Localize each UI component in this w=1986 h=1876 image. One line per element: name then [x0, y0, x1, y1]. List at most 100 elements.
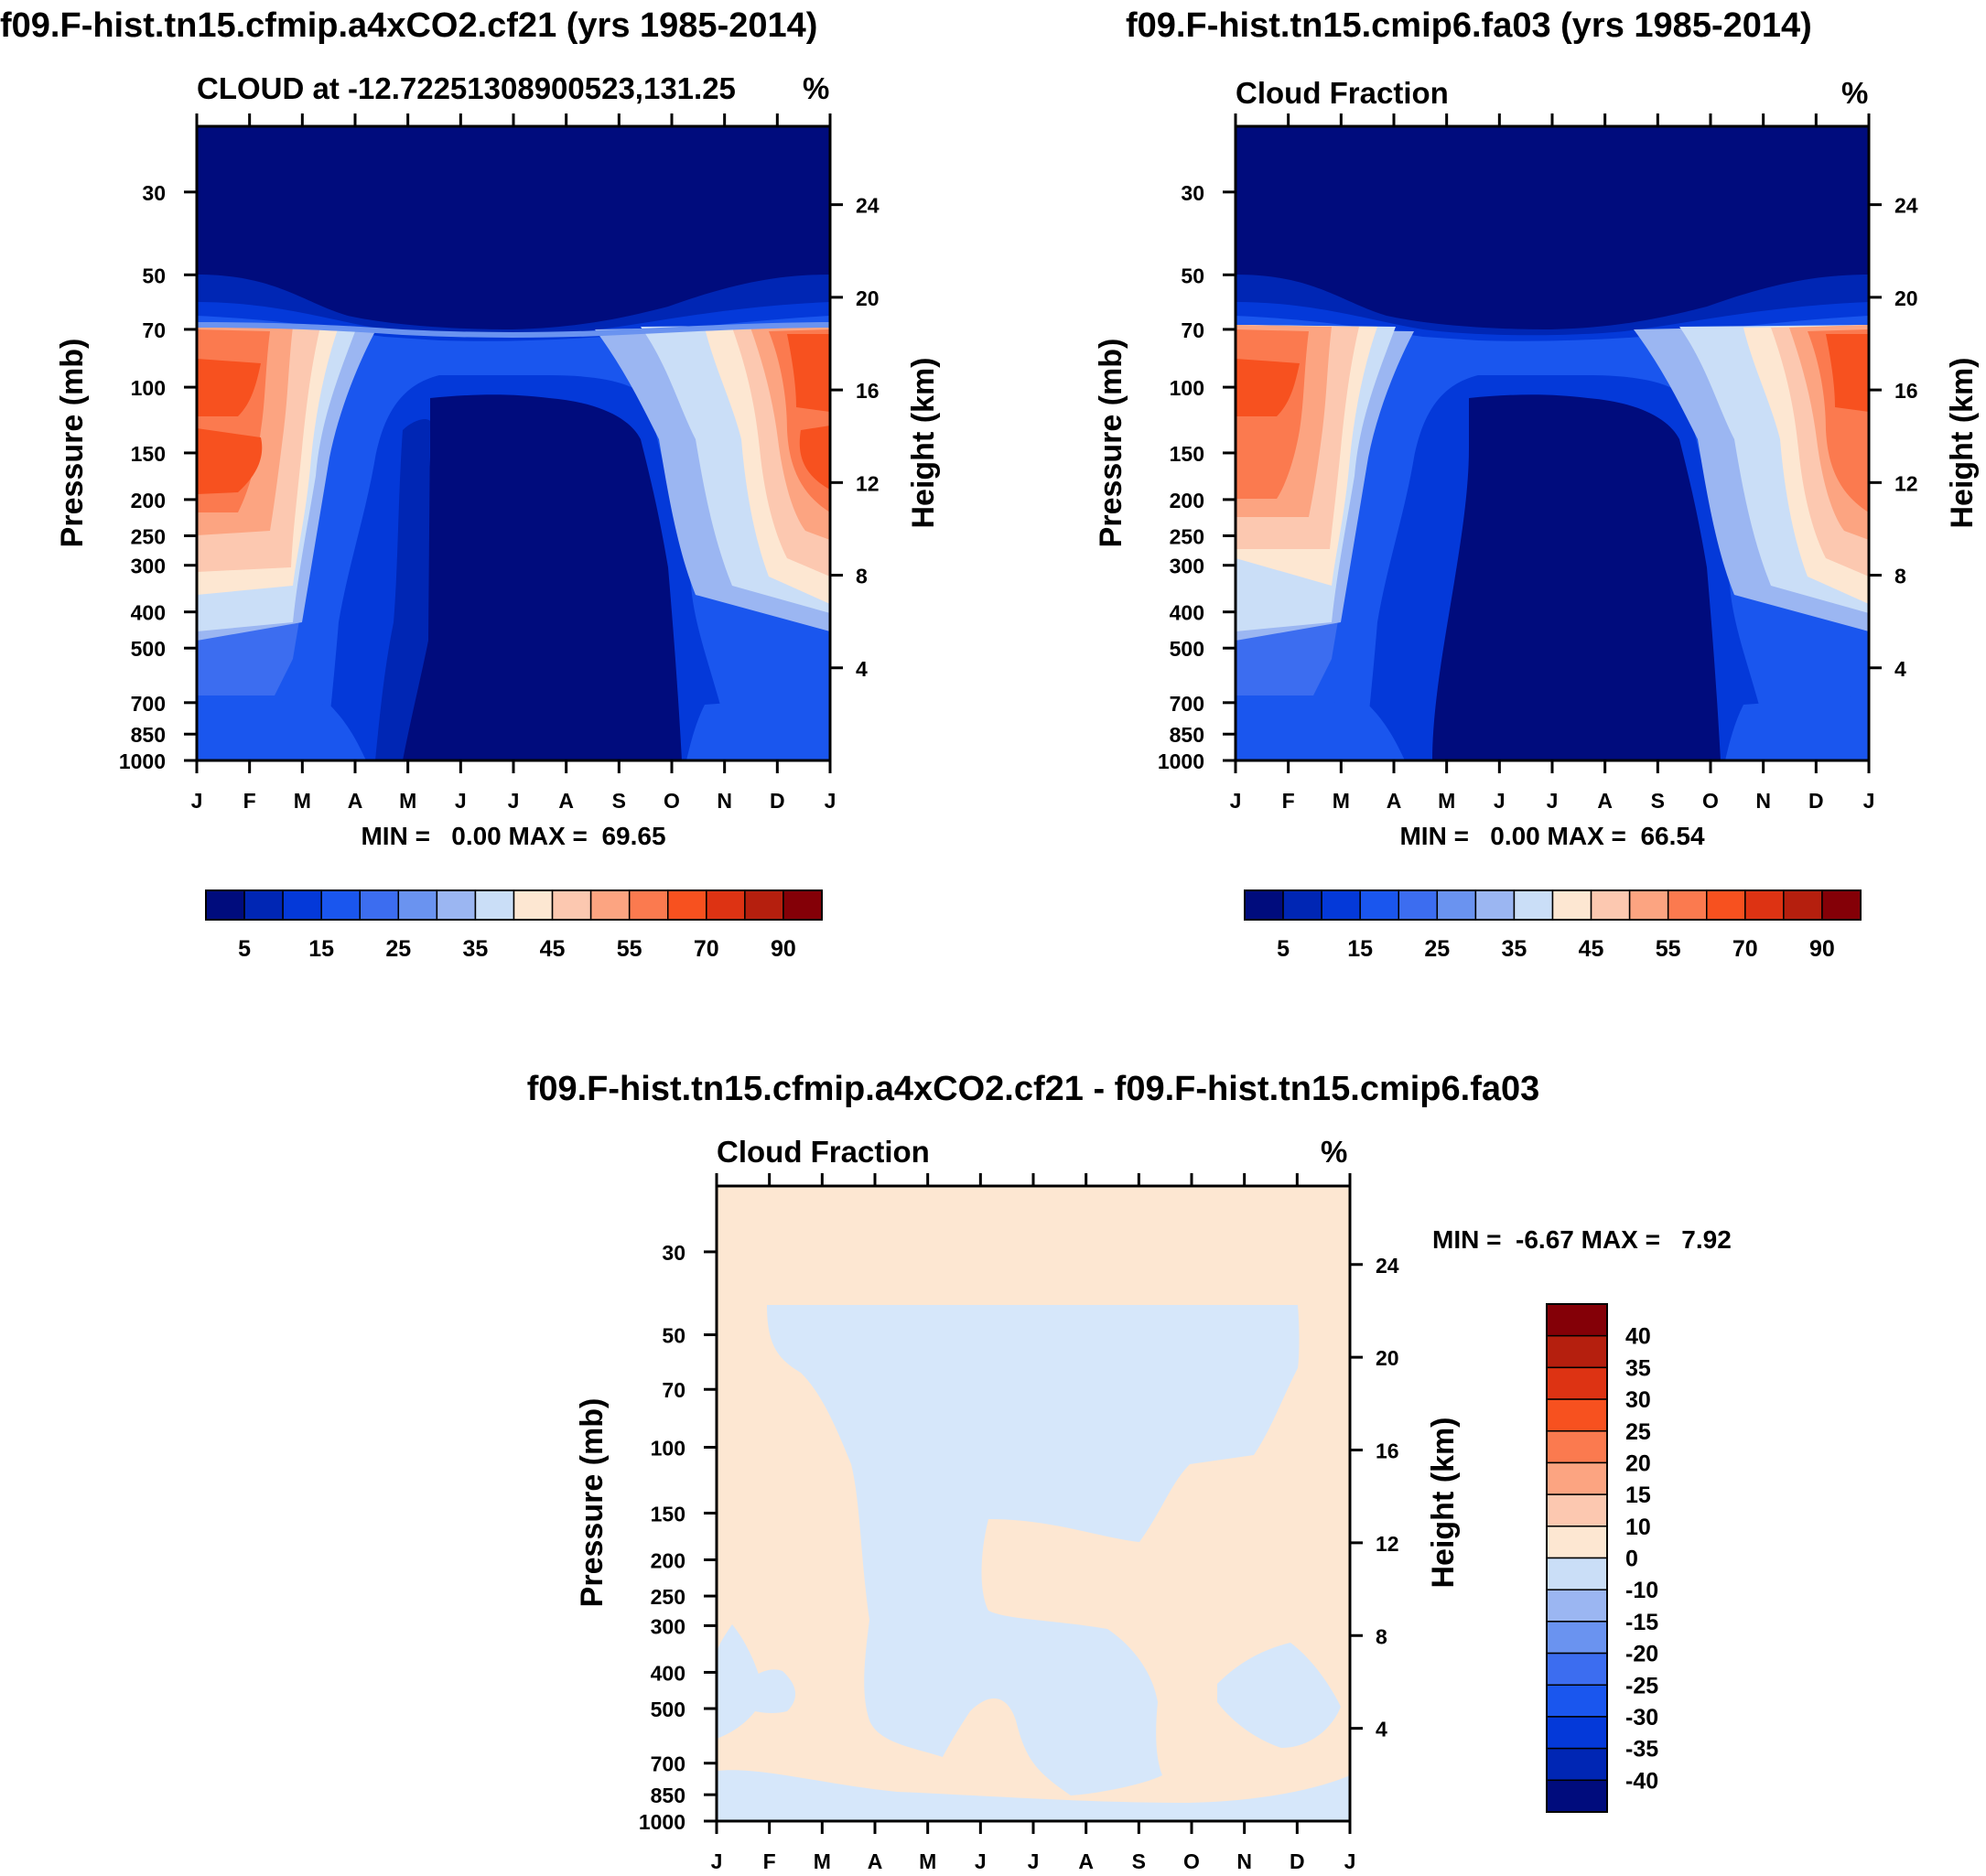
- contour-fill-bottom-band: [1236, 695, 1869, 760]
- colorbar-swatch: [589, 889, 631, 921]
- contour-fill-l0-core: [394, 394, 682, 760]
- panel-2-stats: MIN = 0.00 MAX = 66.54: [1399, 822, 1704, 850]
- contour-fill-tropopause-band: [197, 322, 830, 338]
- colorbar-swatch: [397, 889, 438, 921]
- panel-1-colorbar: 5 15 25 35 45 55 70 90: [205, 889, 823, 962]
- colorbar-swatch: [282, 889, 322, 921]
- diff-fill-negative-bottom: [717, 1770, 1350, 1821]
- colorbar-swatch: [359, 889, 400, 921]
- colorbar-label: -25: [1625, 1673, 1658, 1698]
- colorbar-label: 25: [385, 936, 411, 962]
- month-tick-label: J: [1344, 1849, 1356, 1873]
- pressure-tick-label: 400: [651, 1661, 685, 1685]
- panel-3-stats: MIN = -6.67 MAX = 7.92: [1432, 1225, 1732, 1254]
- contour-fill-left-red: [1236, 359, 1300, 416]
- colorbar-swatch: [1546, 1303, 1608, 1337]
- colorbar-swatch: [205, 889, 245, 921]
- colorbar-swatch: [1546, 1557, 1608, 1590]
- colorbar-swatch: [1546, 1430, 1608, 1464]
- panel-1: f09.F-hist.tn15.cfmip.a4xCO2.cf21 (yrs 1…: [0, 6, 941, 962]
- panel-3-title: f09.F-hist.tn15.cfmip.a4xCO2.cf21 - f09.…: [527, 1070, 1540, 1108]
- colorbar-swatch: [474, 889, 515, 921]
- colorbar-swatch: [1546, 1716, 1608, 1750]
- height-tick-label: 16: [856, 379, 880, 403]
- month-tick-label: A: [558, 789, 574, 813]
- pressure-tick-label: 70: [1181, 318, 1204, 342]
- colorbar-label: 45: [540, 936, 566, 962]
- month-tick-label: D: [1290, 1849, 1305, 1873]
- colorbar-swatch: [1546, 1747, 1608, 1782]
- colorbar-label: 15: [1625, 1482, 1651, 1508]
- contour-fill-right-red: [1826, 334, 1869, 412]
- height-tick-label: 8: [856, 565, 868, 588]
- colorbar-swatch: [1436, 889, 1477, 921]
- colorbar-label: 25: [1625, 1419, 1651, 1445]
- month-tick-label: F: [243, 789, 256, 813]
- colorbar-label: 70: [694, 936, 719, 962]
- colorbar-swatch: [1282, 889, 1322, 921]
- month-tick-label: D: [770, 789, 785, 813]
- pressure-tick-label: 400: [1170, 601, 1204, 625]
- panel-1-right-label: %: [803, 71, 829, 105]
- pressure-tick-label: 30: [1181, 181, 1204, 205]
- colorbar-swatch: [1546, 1493, 1608, 1527]
- pressure-tick-label: 50: [1181, 264, 1204, 287]
- diff-fill-negative-main: [767, 1305, 1300, 1795]
- colorbar-swatch: [1546, 1652, 1608, 1686]
- month-tick-label: S: [1651, 789, 1665, 813]
- diff-fill-negative-right: [1217, 1643, 1341, 1748]
- height-tick-label: 4: [1376, 1718, 1387, 1741]
- colorbar-label: 15: [308, 936, 334, 962]
- colorbar-label: 35: [1625, 1355, 1651, 1381]
- colorbar-label: 5: [1277, 936, 1290, 962]
- pressure-tick-label: 400: [131, 601, 166, 625]
- panel-3-colorbar: 40 35 30 25 20 15 10 0 -10 -15 -20 -25 -30 -35 -40: [1546, 1303, 1658, 1813]
- colorbar-label: 15: [1347, 936, 1373, 962]
- pressure-tick-label: 200: [131, 489, 166, 512]
- diff-fill-negative-left-low2: [732, 1669, 796, 1713]
- colorbar-label: -10: [1625, 1578, 1658, 1603]
- colorbar-label: 40: [1625, 1324, 1651, 1350]
- month-tick-label: O: [1183, 1849, 1200, 1873]
- colorbar-swatch: [1546, 1526, 1608, 1559]
- panel-3-ylabel-right: Height (km): [1426, 1418, 1461, 1589]
- pressure-tick-label: 300: [131, 555, 166, 578]
- colorbar-swatch: [783, 889, 823, 921]
- colorbar-swatch: [1513, 889, 1554, 921]
- panel-2-right-label: %: [1841, 76, 1868, 110]
- panel-3-pressure-ticks: 30 50 70 100 150 200 250 300 400 500 700 850 1000: [639, 1241, 717, 1834]
- height-tick-label: 20: [1376, 1346, 1399, 1370]
- pressure-tick-label: 150: [131, 442, 166, 466]
- month-tick-label: J: [1494, 789, 1506, 813]
- pressure-tick-label: 200: [1170, 489, 1204, 512]
- colorbar-swatch: [1706, 889, 1746, 921]
- month-tick-label: M: [399, 789, 416, 813]
- colorbar-label: -35: [1625, 1737, 1658, 1763]
- month-tick-label: J: [825, 789, 836, 813]
- contour-fill-l0-core: [1432, 394, 1721, 760]
- pressure-tick-label: 700: [651, 1752, 685, 1776]
- month-tick-label: F: [763, 1849, 776, 1873]
- colorbar-swatch: [1546, 1366, 1608, 1400]
- month-tick-label: M: [919, 1849, 936, 1873]
- panel-3-right-label: %: [1321, 1135, 1347, 1169]
- colorbar-label: 0: [1625, 1547, 1638, 1572]
- panel-2-ylabel: Pressure (mb): [1094, 339, 1128, 548]
- month-tick-label: M: [814, 1849, 831, 1873]
- colorbar-swatch: [1551, 889, 1592, 921]
- pressure-tick-label: 500: [651, 1698, 685, 1721]
- colorbar-swatch: [1359, 889, 1399, 921]
- colorbar-swatch: [667, 889, 707, 921]
- colorbar-frame: [1244, 889, 1862, 921]
- month-tick-label: N: [1755, 789, 1771, 813]
- pressure-tick-label: 850: [1170, 723, 1204, 747]
- colorbar-label: -30: [1625, 1705, 1658, 1730]
- colorbar-swatch: [1546, 1461, 1608, 1495]
- pressure-tick-label: 70: [662, 1378, 685, 1402]
- panel-2-ylabel-right: Height (km): [1945, 358, 1980, 529]
